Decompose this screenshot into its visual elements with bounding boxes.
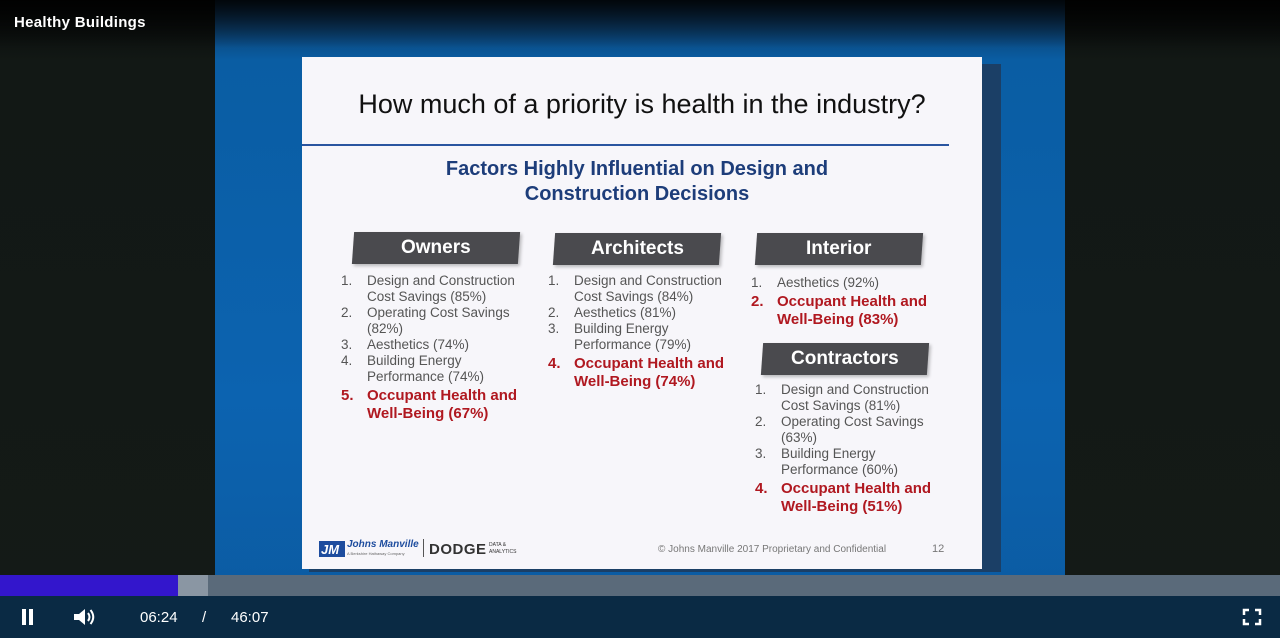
list-item: 2. Aesthetics (81%) xyxy=(548,305,677,320)
architects-header: Architects xyxy=(552,233,722,265)
architects-list: 1. Design and Construction Cost Savings (… xyxy=(548,273,738,391)
list-item: 1. Design and Construction Cost Savings (… xyxy=(755,382,929,413)
owners-header: Owners xyxy=(351,232,521,264)
contractors-list: 1. Design and Construction Cost Savings (… xyxy=(755,382,945,516)
dodge-logo-tagline-2: ANALYTICS xyxy=(489,549,517,555)
list-item: 4. Building Energy Performance (74%) xyxy=(341,353,485,384)
fullscreen-button[interactable] xyxy=(1238,605,1266,629)
interior-list: 1. Aesthetics (92%) 2. Occupant Health and… xyxy=(751,275,941,329)
video-title: Healthy Buildings xyxy=(14,14,146,31)
list-item: 3. Building Energy Performance (60%) xyxy=(755,446,899,477)
volume-icon xyxy=(74,609,95,625)
interior-header: Interior xyxy=(754,233,924,265)
top-title-bar: Healthy Buildings xyxy=(0,0,1280,48)
play-pause-button[interactable] xyxy=(14,605,42,629)
time-separator: / xyxy=(202,609,207,626)
list-item-highlight: 4. Occupant Health and Well-Being (74%) xyxy=(548,355,725,390)
jm-logo-tagline: A Berkshire Hathaway Company xyxy=(347,551,405,556)
slide-title-rule xyxy=(302,144,949,146)
list-item: 1. Design and Construction Cost Savings (… xyxy=(341,273,515,304)
slide-title: How much of a priority is health in the … xyxy=(358,89,926,119)
video-frame[interactable]: How much of a priority is health in the … xyxy=(215,0,1065,638)
slide-subtitle-line1: Factors Highly Influential on Design and xyxy=(445,158,829,180)
slide-copyright: © Johns Manville 2017 Proprietary and Co… xyxy=(658,544,887,555)
left-letterbox xyxy=(0,0,215,638)
pause-icon xyxy=(22,609,33,625)
volume-button[interactable] xyxy=(70,605,98,629)
right-letterbox xyxy=(1065,0,1280,638)
dodge-logo-tagline-1: DATA & xyxy=(489,542,507,548)
presentation-slide: How much of a priority is health in the … xyxy=(302,57,982,569)
fullscreen-icon xyxy=(1242,608,1262,626)
current-time: 06:24 xyxy=(140,609,178,626)
list-item: 3. Aesthetics (74%) xyxy=(341,337,470,352)
logo-divider xyxy=(423,539,424,557)
duration: 46:07 xyxy=(231,609,269,626)
slide-subtitle-line2: Construction Decisions xyxy=(524,183,750,205)
list-item-highlight: 4. Occupant Health and Well-Being (51%) xyxy=(755,480,932,515)
list-item: 3. Building Energy Performance (79%) xyxy=(548,321,692,352)
list-item-highlight: 5. Occupant Health and Well-Being (67%) xyxy=(341,387,518,422)
list-item: 2. Operating Cost Savings (82%) xyxy=(341,305,510,336)
slide-subtitle: Factors Highly Influential on Design and… xyxy=(412,157,862,207)
jm-logo-mark-icon: JM xyxy=(319,541,345,557)
dodge-logo-text: DODGE xyxy=(429,541,487,558)
contractors-header: Contractors xyxy=(760,343,930,375)
list-item: 1. Aesthetics (92%) xyxy=(751,275,880,290)
slide-footer-logos: JM Johns Manville A Berkshire Hathaway C… xyxy=(319,538,529,558)
progress-played xyxy=(0,575,178,596)
list-item: 1. Design and Construction Cost Savings (… xyxy=(548,273,722,304)
owners-list: 1. Design and Construction Cost Savings (… xyxy=(341,273,541,423)
progress-bar[interactable] xyxy=(0,575,1280,596)
control-bar: 06:24 / 46:07 xyxy=(0,596,1280,638)
svg-text:JM: JM xyxy=(321,542,340,557)
list-item-highlight: 2. Occupant Health and Well-Being (83%) xyxy=(751,293,928,328)
slide-page-number: 12 xyxy=(932,543,945,555)
list-item: 2. Operating Cost Savings (63%) xyxy=(755,414,924,445)
jm-logo-text: Johns Manville xyxy=(347,539,419,550)
